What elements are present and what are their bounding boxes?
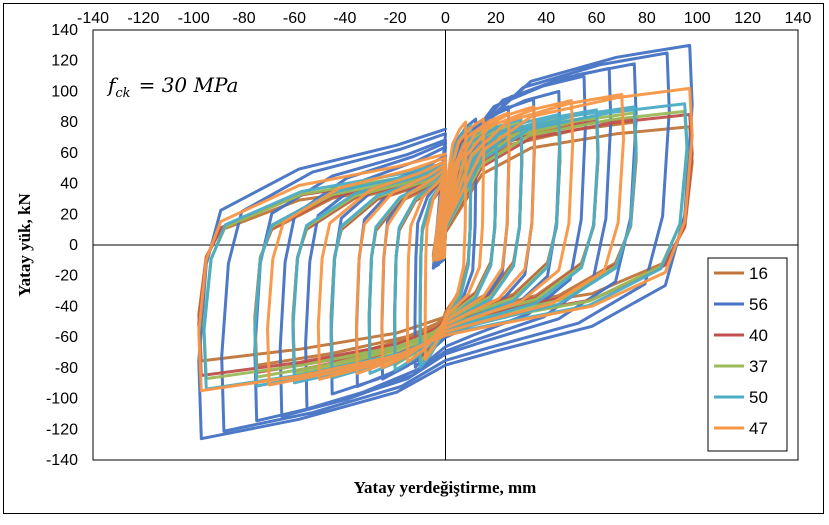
- x-tick-label: -140: [77, 10, 109, 27]
- x-tick-label: 60: [588, 10, 606, 27]
- y-tick-label: 0: [69, 237, 78, 254]
- y-tick-label: 120: [51, 53, 78, 70]
- legend-box: [707, 257, 788, 452]
- annotation-text: fck = 30 MPa: [106, 73, 238, 101]
- y-axis-title: Yatay yük, kN: [15, 193, 34, 297]
- y-tick-label: 80: [60, 114, 78, 131]
- y-tick-label: -100: [46, 391, 78, 408]
- x-tick-label: -60: [283, 10, 306, 27]
- y-tick-label: 100: [51, 83, 78, 100]
- x-tick-label: -40: [333, 10, 356, 27]
- legend: 16 56 40 37 50 47: [707, 257, 788, 452]
- outer-border: [3, 3, 824, 514]
- y-tick-label: -40: [55, 298, 78, 315]
- x-tick-labels: -140 -120 -100 -80 -60 -40 -20 0 20 40 60 80 100 120 1…: [77, 10, 811, 27]
- series-line-47: [197, 86, 694, 393]
- x-tick-label: -100: [178, 10, 210, 27]
- y-tick-label: 60: [60, 145, 78, 162]
- x-tick-label: 100: [684, 10, 711, 27]
- y-tick-label: -60: [55, 329, 78, 346]
- y-tick-label: -80: [55, 360, 78, 377]
- x-tick-label: -80: [233, 10, 256, 27]
- y-tick-label: -20: [55, 268, 78, 285]
- legend-label-16: 16: [749, 264, 768, 283]
- x-tick-label: 20: [487, 10, 505, 27]
- x-tick-label: 120: [734, 10, 761, 27]
- series-47: [197, 86, 694, 393]
- legend-label-56: 56: [749, 295, 768, 314]
- legend-label-40: 40: [749, 326, 768, 345]
- x-tick-label: -20: [384, 10, 407, 27]
- legend-label-50: 50: [749, 388, 768, 407]
- y-tick-label: 140: [51, 22, 78, 39]
- legend-label-37: 37: [749, 357, 768, 376]
- x-tick-label: 0: [441, 10, 450, 27]
- x-axis-title: Yatay yerdeğiştirme, mm: [354, 478, 537, 497]
- legend-label-47: 47: [749, 419, 768, 438]
- y-tick-label: -140: [46, 452, 78, 469]
- y-tick-label: 40: [60, 176, 78, 193]
- y-tick-label: 20: [60, 206, 78, 223]
- y-tick-label: -120: [46, 421, 78, 438]
- y-tick-labels: 140 120 100 80 60 40 20 0 -20 -40 -60 -80 -100 -120 -1…: [46, 22, 78, 469]
- x-tick-label: -120: [127, 10, 159, 27]
- hysteresis-curves: [197, 43, 694, 441]
- x-tick-label: 40: [537, 10, 555, 27]
- x-tick-label: 80: [638, 10, 656, 27]
- x-tick-label: 140: [785, 10, 812, 27]
- annotation: fck = 30 MPa: [106, 73, 238, 101]
